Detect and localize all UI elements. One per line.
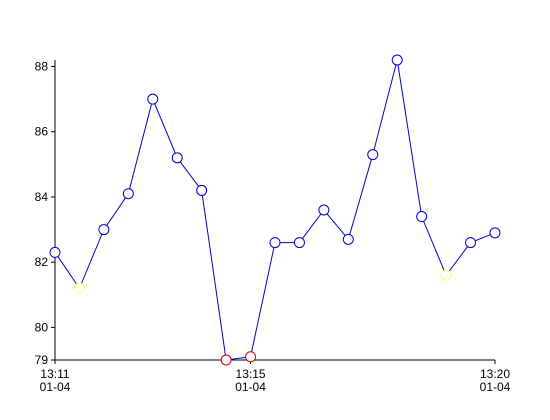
x-tick-label: 01-04 xyxy=(480,380,511,394)
x-tick-label: 13:20 xyxy=(480,367,510,381)
point xyxy=(49,246,61,258)
point xyxy=(318,204,330,216)
point xyxy=(73,282,85,294)
point xyxy=(98,224,110,236)
point xyxy=(122,188,134,200)
y-tick-label: 88 xyxy=(35,60,49,74)
y-tick-label: 82 xyxy=(35,255,49,269)
point xyxy=(391,54,403,66)
point xyxy=(293,237,305,249)
point xyxy=(171,152,183,164)
point xyxy=(489,227,501,239)
point xyxy=(269,237,281,249)
point xyxy=(245,351,257,363)
line xyxy=(54,59,496,361)
y-tick-label: 84 xyxy=(35,190,49,204)
point xyxy=(465,237,477,249)
point xyxy=(196,184,208,196)
point xyxy=(147,93,159,105)
x-tick-label: 01-04 xyxy=(235,380,266,394)
y-tick-label: 79 xyxy=(35,353,49,367)
point xyxy=(342,233,354,245)
point xyxy=(367,149,379,161)
point xyxy=(220,354,232,366)
point xyxy=(416,211,428,223)
point xyxy=(440,269,452,281)
x-tick-label: 13:11 xyxy=(40,367,69,381)
y-tick-label: 80 xyxy=(35,320,49,334)
x-tick-label: 13:15 xyxy=(236,367,266,381)
x-tick-label: 01-04 xyxy=(40,380,71,394)
y-tick-label: 86 xyxy=(35,125,49,139)
